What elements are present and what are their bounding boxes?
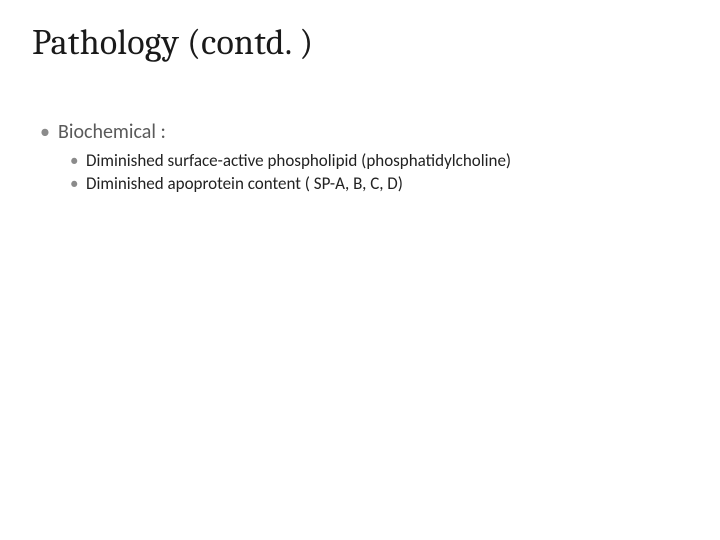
bullet-level2-text: Diminished apoprotein content ( SP-A, B,…	[86, 173, 403, 194]
bullet-level2-item: • Diminished apoprotein content ( SP-A, …	[70, 173, 680, 194]
slide: Pathology (contd. ) • Biochemical : • Di…	[0, 0, 720, 540]
bullet-level2-text: Diminished surface-active phospholipid (…	[86, 150, 511, 171]
slide-title: Pathology (contd. )	[32, 22, 313, 63]
bullet-marker: •	[40, 120, 58, 144]
slide-body: • Biochemical : • Diminished surface-act…	[40, 120, 680, 196]
bullet-marker: •	[70, 150, 86, 171]
bullet-level1-text: Biochemical :	[58, 120, 166, 144]
bullet-level1-item: • Biochemical :	[40, 120, 680, 144]
bullet-level2-item: • Diminished surface-active phospholipid…	[70, 150, 680, 171]
bullet-marker: •	[70, 173, 86, 194]
